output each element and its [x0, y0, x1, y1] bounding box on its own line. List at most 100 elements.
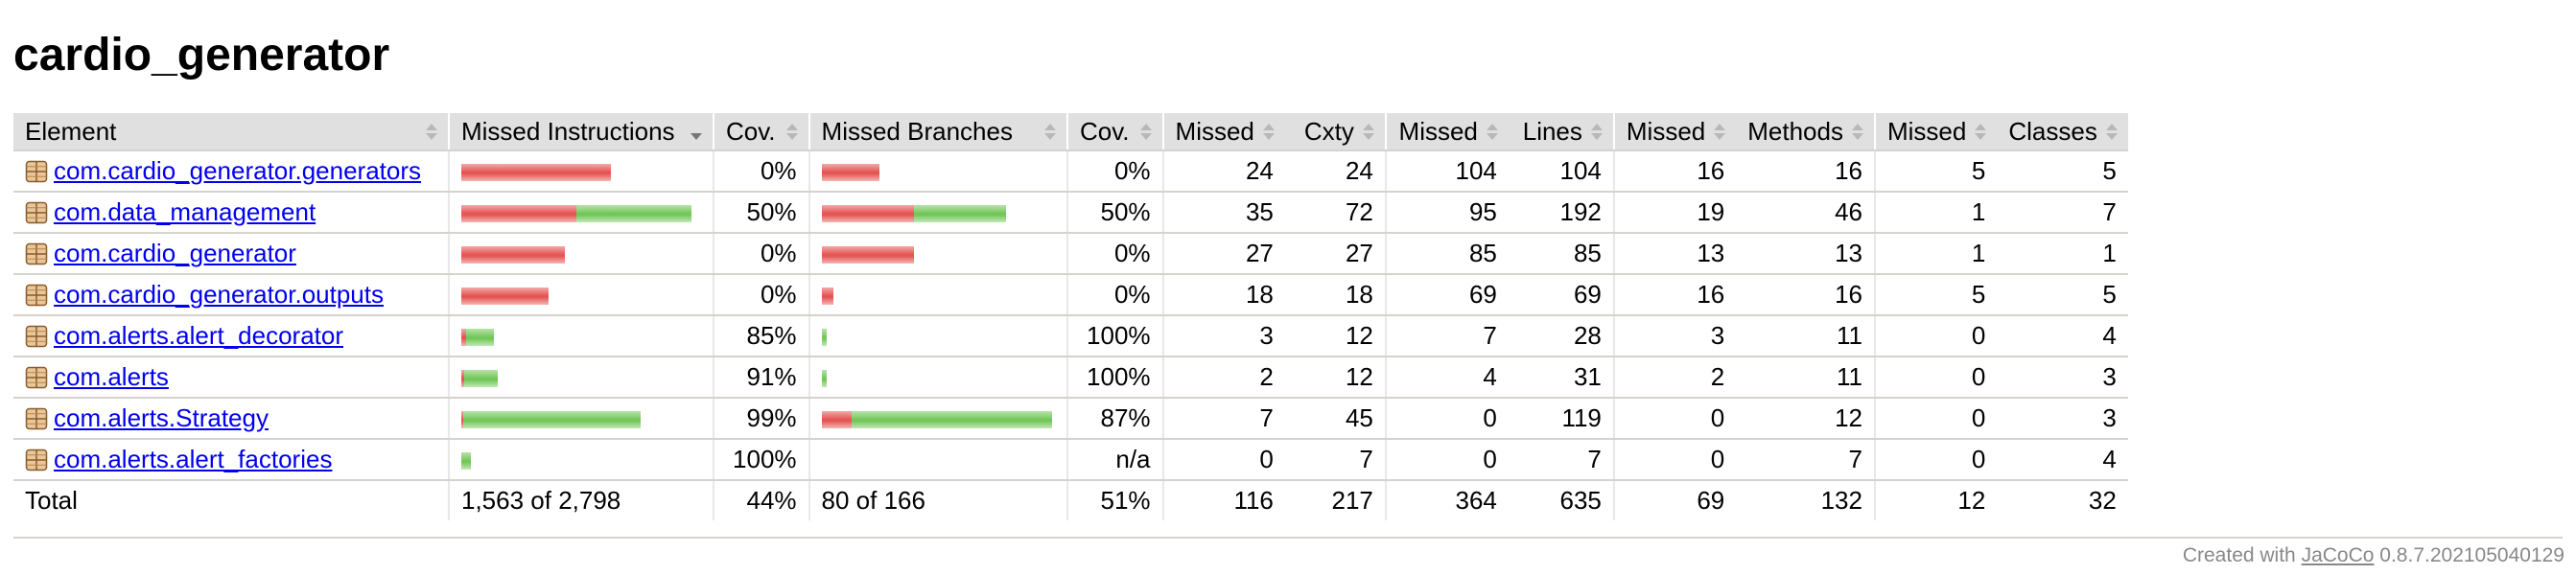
lines: 31: [1508, 356, 1614, 399]
header-missed-instructions[interactable]: Missed Instructions: [448, 113, 714, 151]
total-instructions: 1,563 of 2,798: [448, 479, 714, 520]
sort-icon: [1590, 124, 1604, 141]
complexity: 45: [1284, 398, 1386, 440]
instructions-bar-cell: [448, 439, 714, 481]
instructions-coverage: 100%: [713, 439, 809, 481]
package-link[interactable]: com.data_management: [54, 197, 316, 226]
package-link[interactable]: com.alerts.alert_decorator: [54, 321, 344, 350]
instructions-coverage-bar: [461, 205, 691, 223]
header-lines[interactable]: Lines: [1508, 113, 1614, 151]
instructions-coverage-bar: [461, 411, 641, 429]
missed-segment: [821, 411, 852, 429]
branches-coverage: 87%: [1066, 398, 1163, 440]
methods: 16: [1736, 274, 1875, 316]
package-icon: [25, 448, 48, 472]
branches-coverage-bar: [821, 370, 827, 388]
element-cell: com.data_management: [13, 192, 449, 234]
lines: 119: [1508, 398, 1614, 440]
lines: 85: [1508, 233, 1614, 275]
instructions-bar-cell: [448, 315, 714, 357]
missed-classes: 0: [1873, 439, 1998, 481]
sort-icon: [1713, 124, 1726, 141]
header-classes[interactable]: Classes: [1997, 113, 2128, 151]
lines: 192: [1508, 192, 1614, 234]
table-row: com.cardio_generator 0% 0% 27 27 85 85 13 13 1 1: [13, 233, 2128, 275]
coverage-table: Element Missed Instructions Cov. Missed …: [13, 113, 2128, 520]
missed-lines: 0: [1384, 398, 1509, 440]
total-branches-coverage: 51%: [1066, 479, 1163, 520]
package-icon: [25, 407, 48, 430]
instructions-coverage-bar: [461, 370, 498, 388]
package-link[interactable]: com.cardio_generator: [54, 239, 296, 267]
footer-divider: [13, 537, 2563, 539]
header-instructions-coverage[interactable]: Cov.: [713, 113, 809, 151]
covered-segment: [576, 205, 691, 223]
total-label: Total: [13, 479, 449, 520]
package-link[interactable]: com.alerts: [54, 362, 169, 391]
package-icon: [25, 242, 48, 265]
total-methods: 132: [1736, 479, 1875, 520]
classes: 3: [1997, 356, 2128, 399]
classes: 3: [1997, 398, 2128, 440]
header-missed-classes[interactable]: Missed: [1873, 113, 1998, 151]
instructions-bar-cell: [448, 192, 714, 234]
instructions-coverage-bar: [461, 164, 611, 182]
missed-segment: [461, 329, 466, 347]
branches-bar-cell: [808, 398, 1067, 440]
missed-complexity: 27: [1161, 233, 1285, 275]
missed-classes: 0: [1873, 398, 1998, 440]
package-link[interactable]: com.alerts.Strategy: [54, 403, 269, 432]
element-cell: com.alerts.alert_decorator: [13, 315, 449, 357]
package-link[interactable]: com.alerts.alert_factories: [54, 445, 333, 473]
header-element[interactable]: Element: [13, 113, 449, 151]
methods: 13: [1736, 233, 1875, 275]
table-row: com.cardio_generator.outputs 0% 0% 18 18 69 69…: [13, 274, 2128, 316]
branches-bar-cell: [808, 192, 1067, 234]
branches-bar-cell: [808, 315, 1067, 357]
sort-icon: [1043, 124, 1057, 141]
missed-classes: 1: [1873, 192, 1998, 234]
header-missed-lines[interactable]: Missed: [1384, 113, 1509, 151]
sort-icon: [1486, 124, 1499, 141]
missed-lines: 69: [1384, 274, 1509, 316]
header-methods[interactable]: Methods: [1736, 113, 1875, 151]
missed-methods: 3: [1612, 315, 1737, 357]
methods: 12: [1736, 398, 1875, 440]
missed-methods: 0: [1612, 398, 1737, 440]
footer-prefix: Created with: [2182, 544, 2296, 566]
footer: Created with JaCoCo 0.8.7.202105040129: [2183, 544, 2564, 567]
missed-complexity: 3: [1161, 315, 1285, 357]
header-complexity[interactable]: Cxty: [1284, 113, 1386, 151]
classes: 7: [1997, 192, 2128, 234]
header-missed-complexity[interactable]: Missed: [1161, 113, 1285, 151]
branches-bar-cell: [808, 356, 1067, 399]
covered-segment: [821, 329, 827, 347]
header-missed-branches[interactable]: Missed Branches: [808, 113, 1067, 151]
covered-segment: [461, 452, 471, 471]
missed-complexity: 24: [1161, 150, 1285, 193]
branches-coverage-bar: [821, 411, 1052, 429]
jacoco-link[interactable]: JaCoCo: [2301, 544, 2375, 566]
missed-segment: [461, 164, 611, 182]
covered-segment: [466, 329, 494, 347]
package-icon: [25, 366, 48, 389]
instructions-bar-cell: [448, 150, 714, 193]
header-missed-methods[interactable]: Missed: [1612, 113, 1737, 151]
covered-segment: [463, 411, 641, 429]
package-link[interactable]: com.cardio_generator.generators: [54, 156, 422, 185]
missed-classes: 0: [1873, 356, 1998, 399]
package-link[interactable]: com.cardio_generator.outputs: [54, 280, 384, 309]
package-icon: [25, 325, 48, 348]
branches-coverage-bar: [821, 288, 833, 306]
header-branches-coverage[interactable]: Cov.: [1066, 113, 1163, 151]
missed-methods: 19: [1612, 192, 1737, 234]
table-row: com.alerts 91% 100% 2 12 4 31 2 11 0 3: [13, 356, 2128, 399]
instructions-bar-cell: [448, 356, 714, 399]
element-cell: com.cardio_generator: [13, 233, 449, 275]
complexity: 27: [1284, 233, 1386, 275]
branches-coverage: n/a: [1066, 439, 1163, 481]
classes: 1: [1997, 233, 2128, 275]
total-branches: 80 of 166: [808, 479, 1067, 520]
covered-segment: [913, 205, 1006, 223]
branches-coverage: 100%: [1066, 356, 1163, 399]
